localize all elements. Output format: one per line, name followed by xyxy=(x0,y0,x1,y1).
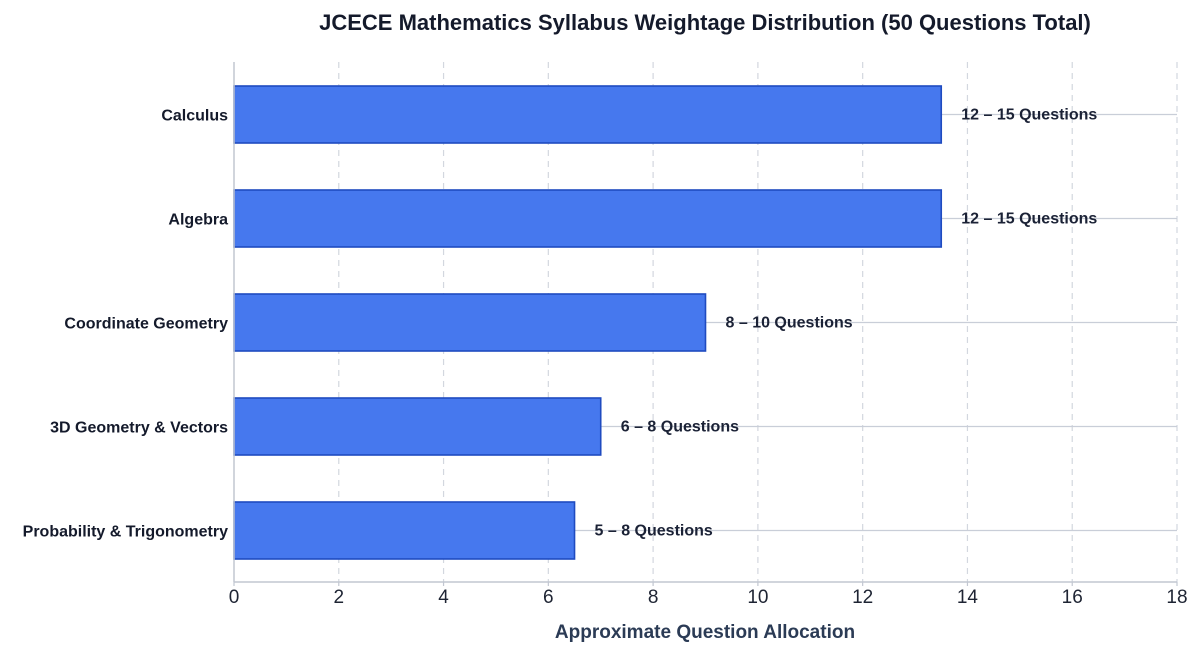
x-tick-label-12: 12 xyxy=(852,587,873,608)
x-tick-label-4: 4 xyxy=(438,587,449,608)
x-tick-label-0: 0 xyxy=(229,587,240,608)
label-layer: Calculus 12 – 15 Questions Algebra 12 – 15 … xyxy=(23,107,1188,609)
data-label-4: 5 – 8 Questions xyxy=(595,523,713,540)
x-tick-label-8: 8 xyxy=(648,587,659,608)
bar-layer xyxy=(233,85,943,560)
category-label-4: Probability & Trigonometry xyxy=(23,524,228,541)
x-tick-label-14: 14 xyxy=(957,587,979,608)
chart-title: JCECE Mathematics Syllabus Weightage Dis… xyxy=(319,10,1091,35)
x-tick-label-10: 10 xyxy=(747,587,768,608)
bar-1 xyxy=(233,189,943,248)
data-label-0: 12 – 15 Questions xyxy=(961,107,1097,124)
x-tick-label-6: 6 xyxy=(543,587,554,608)
category-label-3: 3D Geometry & Vectors xyxy=(50,420,228,437)
axis-layer xyxy=(233,62,1178,586)
data-label-3: 6 – 8 Questions xyxy=(621,419,739,436)
bar-0 xyxy=(233,85,943,144)
category-label-1: Algebra xyxy=(168,212,228,229)
category-label-0: Calculus xyxy=(161,108,228,125)
bar-3 xyxy=(233,397,602,456)
bar-4 xyxy=(233,501,576,560)
data-label-2: 8 – 10 Questions xyxy=(726,315,853,332)
data-label-1: 12 – 15 Questions xyxy=(961,211,1097,228)
x-axis-label: Approximate Question Allocation xyxy=(555,622,855,643)
bar-2 xyxy=(233,293,707,352)
category-label-2: Coordinate Geometry xyxy=(64,316,228,333)
x-tick-label-2: 2 xyxy=(333,587,344,608)
x-tick-label-16: 16 xyxy=(1062,587,1083,608)
x-tick-label-18: 18 xyxy=(1166,587,1187,608)
